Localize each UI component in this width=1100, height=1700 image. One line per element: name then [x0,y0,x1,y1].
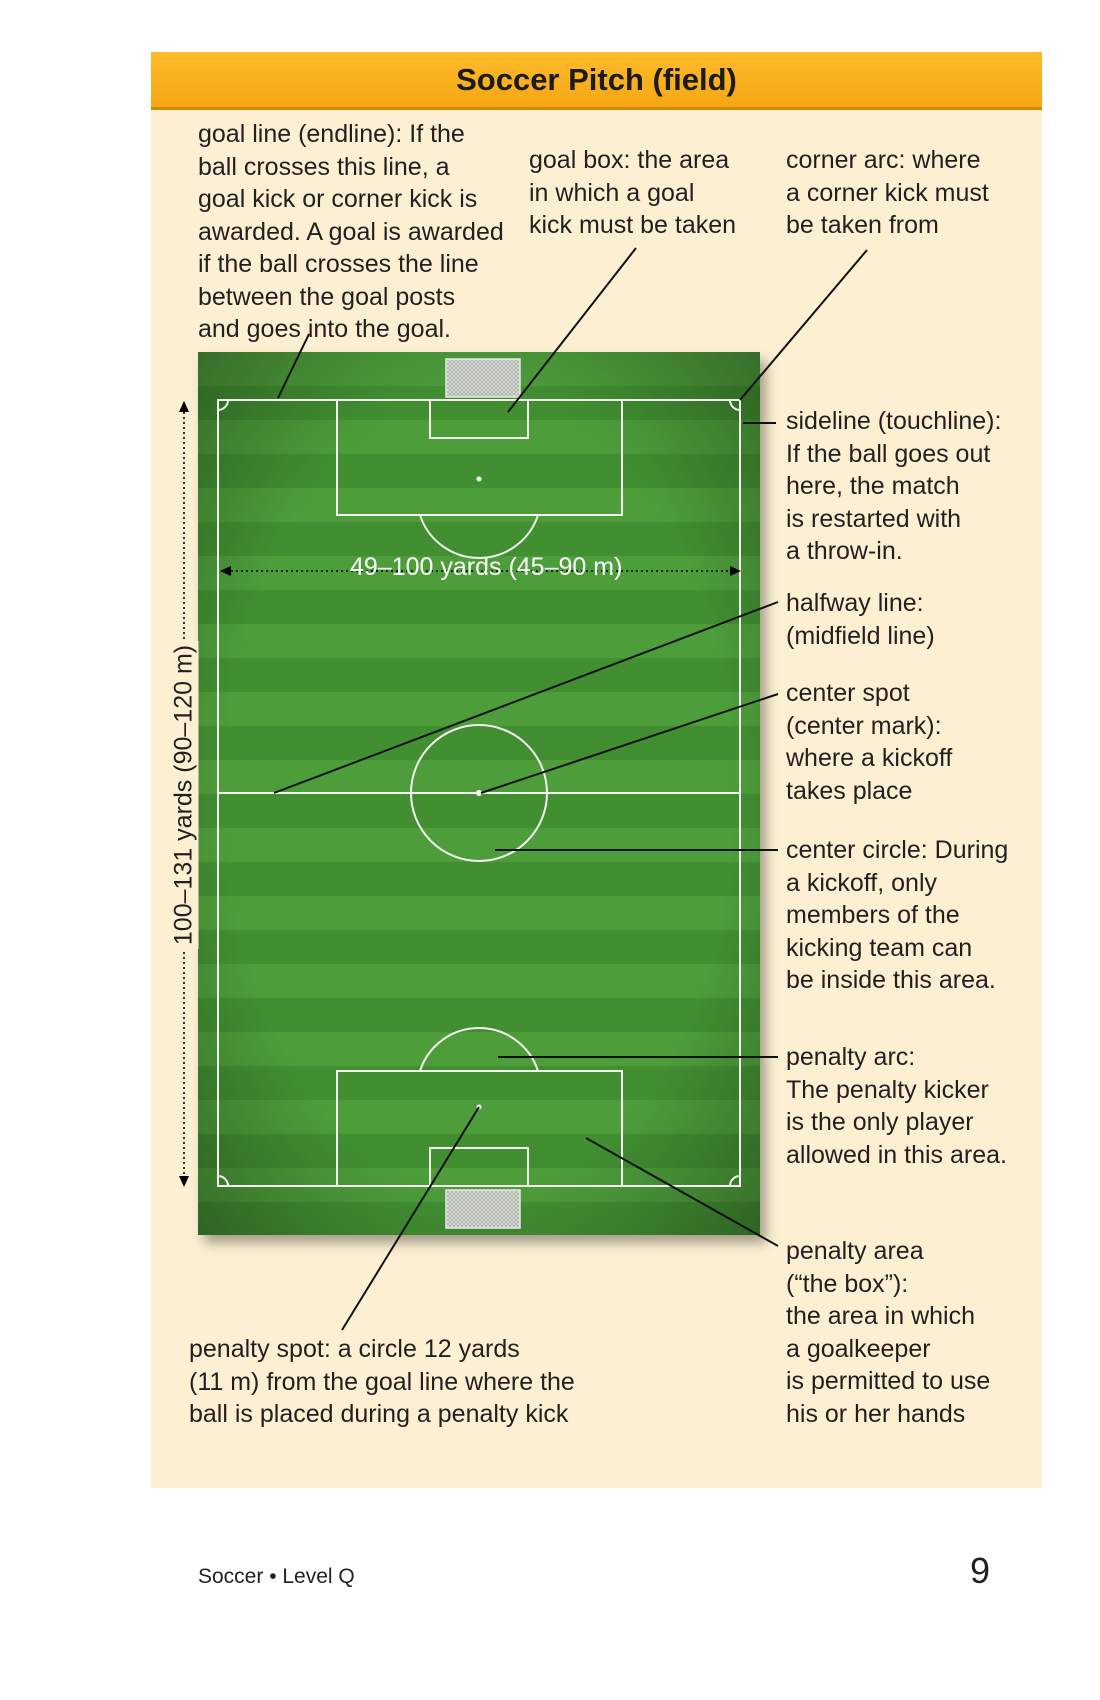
penalty-area-label: penalty area (“the box”): the area in wh… [786,1237,991,1428]
penalty-arc-label: penalty arc: The penalty kicker is the o… [786,1043,1007,1169]
sideline-label: sideline (touchline): If the ball goes o… [786,407,1002,565]
corner-arc-bl [217,1175,229,1187]
field-markings [217,399,741,1187]
bottom-goal-box [429,1147,529,1187]
goal-line-label: goal line (endline): If the ball crosses… [198,120,504,343]
corner-arc-tr [729,399,741,411]
leader-halfway-line [273,601,779,794]
leader-penalty-spot [341,1106,480,1331]
penalty-spot-label: penalty spot: a circle 12 yards (11 m) f… [189,1335,575,1428]
center-circle-label: center circle: During a kickoff, only me… [786,836,1009,994]
goal-box-label: goal box: the area in which a goal kick … [529,146,737,239]
top-penalty-arc [419,514,539,559]
top-goal-box [429,399,529,439]
footer-book-title: Soccer • Level Q [198,1565,355,1588]
length-dimension-label: 100–131 yards (90–120 m) [169,640,199,950]
corner-arc-tl [217,399,229,411]
page-title: Soccer Pitch (field) [151,52,1042,110]
corner-arc-br [729,1175,741,1187]
bottom-penalty-arc [419,1027,539,1072]
top-goal-net [445,358,521,398]
leader-corner-arc [739,249,868,401]
center-spot-label: center spot (center mark): where a kicko… [786,679,953,805]
leader-penalty-area [585,1137,779,1247]
leader-center-spot [480,693,779,794]
page-number: 9 [970,1550,991,1591]
bottom-goal-net [445,1189,521,1229]
top-penalty-spot [476,476,482,482]
halfway-line-label: halfway line: (midfield line) [786,589,935,650]
center-circle [410,724,548,862]
width-dimension-label: 49–100 yards (45–90 m) [350,553,623,581]
corner-arc-label: corner arc: where a corner kick must be … [786,146,989,239]
center-spot [476,790,482,796]
leader-lines [273,247,868,1331]
leader-goal-box [507,247,637,413]
leader-goal-line [277,333,310,399]
